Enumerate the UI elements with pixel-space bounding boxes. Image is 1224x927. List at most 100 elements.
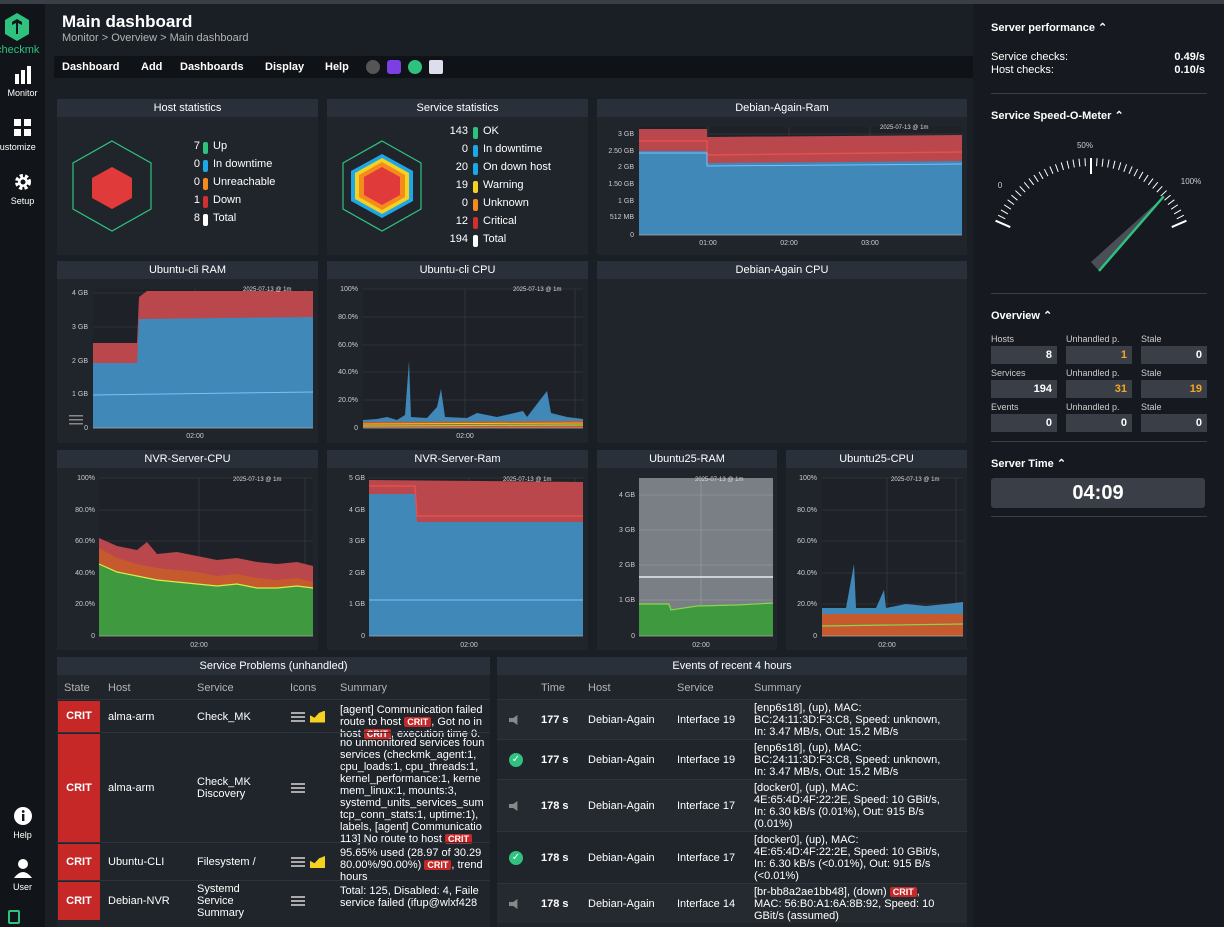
sidebar-user[interactable]: User: [0, 858, 45, 906]
service-link[interactable]: Check_MK: [197, 711, 251, 723]
host-stat-unreachable[interactable]: 0 Unreachable: [193, 176, 276, 190]
spotify-icon[interactable]: [408, 60, 422, 74]
calendar-icon[interactable]: [429, 60, 443, 74]
service-stat-downtime[interactable]: 0 In downtime: [461, 143, 543, 157]
menu-dashboard[interactable]: Dashboard: [62, 61, 120, 73]
overview-value[interactable]: 0: [991, 414, 1057, 432]
overview-value[interactable]: 31: [1066, 380, 1132, 398]
divider: [991, 441, 1207, 442]
host-stat-down[interactable]: 1 Down: [193, 194, 242, 208]
col-host[interactable]: Host: [108, 682, 131, 694]
menu-icon[interactable]: [291, 711, 305, 722]
graph-icon[interactable]: [310, 856, 325, 868]
server-time-title[interactable]: Server Time ⌃: [991, 458, 1067, 470]
event-host[interactable]: Debian-Again: [588, 800, 655, 812]
speedometer-title[interactable]: Service Speed-O-Meter ⌃: [991, 110, 1124, 122]
menu-display[interactable]: Display: [265, 61, 305, 73]
summary-line: [br-bb8a2ae1bb48], (down) CRIT,: [754, 886, 964, 898]
ubuntu-cli-ram-graph[interactable]: 2025-07-13 @ 1m 4 GB 3 GB 2 GB 1 GB 0 02…: [57, 279, 318, 443]
menu-icon[interactable]: [291, 783, 305, 793]
summary-text: no unmonitored services foun: [340, 737, 485, 749]
ubuntu-cli-cpu-graph[interactable]: 2025-07-13 @ 1m 100% 80.0% 60.0% 40.0% 2…: [327, 279, 588, 443]
table-row[interactable]: 178 s Debian-Again Interface 17 [docker0], …: [497, 779, 967, 831]
col-icons[interactable]: Icons: [290, 682, 317, 694]
table-row[interactable]: 177 s Debian-Again Interface 19 [enp6s18], …: [497, 699, 967, 739]
menu-add[interactable]: Add: [141, 61, 163, 73]
service-stat-down-host[interactable]: 20 On down host: [455, 161, 551, 175]
col-summary[interactable]: Summary: [340, 682, 388, 694]
service-stat-ok[interactable]: 143 OK: [449, 125, 499, 139]
table-row[interactable]: ✓ 178 s Debian-Again Interface 17 [docker0],…: [497, 831, 967, 883]
host-link[interactable]: alma-arm: [108, 710, 155, 723]
service-hexagon-icon[interactable]: [341, 139, 423, 233]
service-link[interactable]: Filesystem /: [197, 856, 256, 868]
service-stat-critical[interactable]: 12 Critical: [455, 215, 517, 229]
table-row[interactable]: 178 s Debian-Again Interface 14 [br-bb8a2ae…: [497, 883, 967, 923]
table-row[interactable]: CRIT alma-arm Check_MK [agent] Communicatio…: [57, 699, 490, 740]
event-service[interactable]: Interface 19: [677, 714, 736, 726]
overview-value[interactable]: 19: [1141, 380, 1207, 398]
sidebar-monitor[interactable]: Monitor: [0, 66, 45, 114]
checkmk-logo[interactable]: checkmk: [0, 12, 42, 60]
overview-value[interactable]: 8: [991, 346, 1057, 364]
debian-ram-graph[interactable]: 2025-07-13 @ 1m 3 GB 2.50 GB 2 GB 1.50 G…: [597, 117, 967, 255]
ubuntu25-ram-graph[interactable]: 2025-07-13 @ 1m 4 GB 3 GB 2 GB 1 GB 0 02…: [597, 468, 777, 650]
nvr-cpu-graph[interactable]: 2025-07-13 @ 1m 100% 80.0% 60.0% 40.0% 2…: [57, 468, 318, 650]
event-service[interactable]: Interface 14: [677, 898, 736, 910]
nvr-ram-graph[interactable]: 2025-07-13 @ 1m 5 GB 4 GB 3 GB 2 GB 1 GB…: [327, 468, 588, 650]
event-service[interactable]: Interface 17: [677, 800, 736, 812]
col-state[interactable]: State: [64, 682, 90, 694]
overview-value[interactable]: 0: [1141, 346, 1207, 364]
summary-text: , trend: [451, 859, 483, 871]
menu-icon[interactable]: [291, 896, 305, 906]
overview-value[interactable]: 0: [1141, 414, 1207, 432]
service-stat-warning[interactable]: 19 Warning: [455, 179, 524, 193]
sidebar-customize[interactable]: Customize: [0, 118, 45, 166]
summary-text: 95.65% used (28.97 of 30.29: [340, 847, 482, 859]
col-host[interactable]: Host: [588, 682, 611, 694]
sidebar-help[interactable]: Help: [0, 806, 45, 854]
breadcrumb[interactable]: Monitor > Overview > Main dashboard: [62, 32, 249, 44]
table-row[interactable]: CRIT alma-arm Check_MK Discovery no unmonito…: [57, 732, 490, 845]
service-stat-total[interactable]: 194 Total: [449, 233, 507, 247]
overview-value[interactable]: 0: [1066, 414, 1132, 432]
host-link[interactable]: alma-arm: [108, 782, 155, 794]
event-service[interactable]: Interface 19: [677, 754, 736, 766]
sidebar-customize-label: Customize: [0, 142, 36, 152]
sidebar-setup[interactable]: Setup: [0, 172, 45, 220]
table-row[interactable]: CRIT Ubuntu-CLI Filesystem / 95.65% used (2…: [57, 842, 490, 883]
overview-value[interactable]: 194: [991, 380, 1057, 398]
col-time[interactable]: Time: [541, 682, 566, 694]
event-host[interactable]: Debian-Again: [588, 714, 655, 726]
host-link[interactable]: Ubuntu-CLI: [108, 856, 165, 868]
table-row[interactable]: CRIT Debian-NVR Systemd Service Summary Total…: [57, 880, 490, 920]
service-stat-unknown[interactable]: 0 Unknown: [461, 197, 529, 211]
sidebar-toggle-icon[interactable]: [8, 910, 20, 924]
service-link[interactable]: Check_MK Discovery: [197, 776, 251, 800]
host-hexagon-icon[interactable]: [71, 139, 153, 233]
event-host[interactable]: Debian-Again: [588, 754, 655, 766]
y-tick: 0: [630, 232, 634, 239]
host-stat-total[interactable]: 8 Total: [193, 212, 237, 226]
host-link[interactable]: Debian-NVR: [108, 895, 170, 907]
menu-icon[interactable]: [291, 857, 305, 867]
event-host[interactable]: Debian-Again: [588, 898, 655, 910]
menu-dashboards[interactable]: Dashboards: [180, 61, 244, 73]
server-performance-title[interactable]: Server performance ⌃: [991, 22, 1108, 34]
col-summary[interactable]: Summary: [754, 682, 802, 694]
host-stat-downtime[interactable]: 0 In downtime: [193, 158, 273, 172]
globe-icon[interactable]: [366, 60, 380, 74]
table-row[interactable]: ✓ 177 s Debian-Again Interface 19 [enp6s18],…: [497, 739, 967, 779]
overview-value[interactable]: 1: [1066, 346, 1132, 364]
overview-title[interactable]: Overview ⌃: [991, 310, 1053, 322]
col-service[interactable]: Service: [197, 682, 234, 694]
menu-help[interactable]: Help: [325, 61, 349, 73]
event-service[interactable]: Interface 17: [677, 852, 736, 864]
host-stat-up[interactable]: 7 Up: [193, 140, 228, 154]
graph-icon[interactable]: [310, 710, 325, 723]
col-service[interactable]: Service: [677, 682, 714, 694]
ubuntu25-cpu-graph[interactable]: 2025-07-13 @ 1m 100% 80.0% 60.0% 40.0% 2…: [786, 468, 967, 650]
hex-app-icon[interactable]: [387, 60, 401, 74]
service-link[interactable]: Systemd Service Summary: [197, 883, 244, 919]
event-host[interactable]: Debian-Again: [588, 852, 655, 864]
